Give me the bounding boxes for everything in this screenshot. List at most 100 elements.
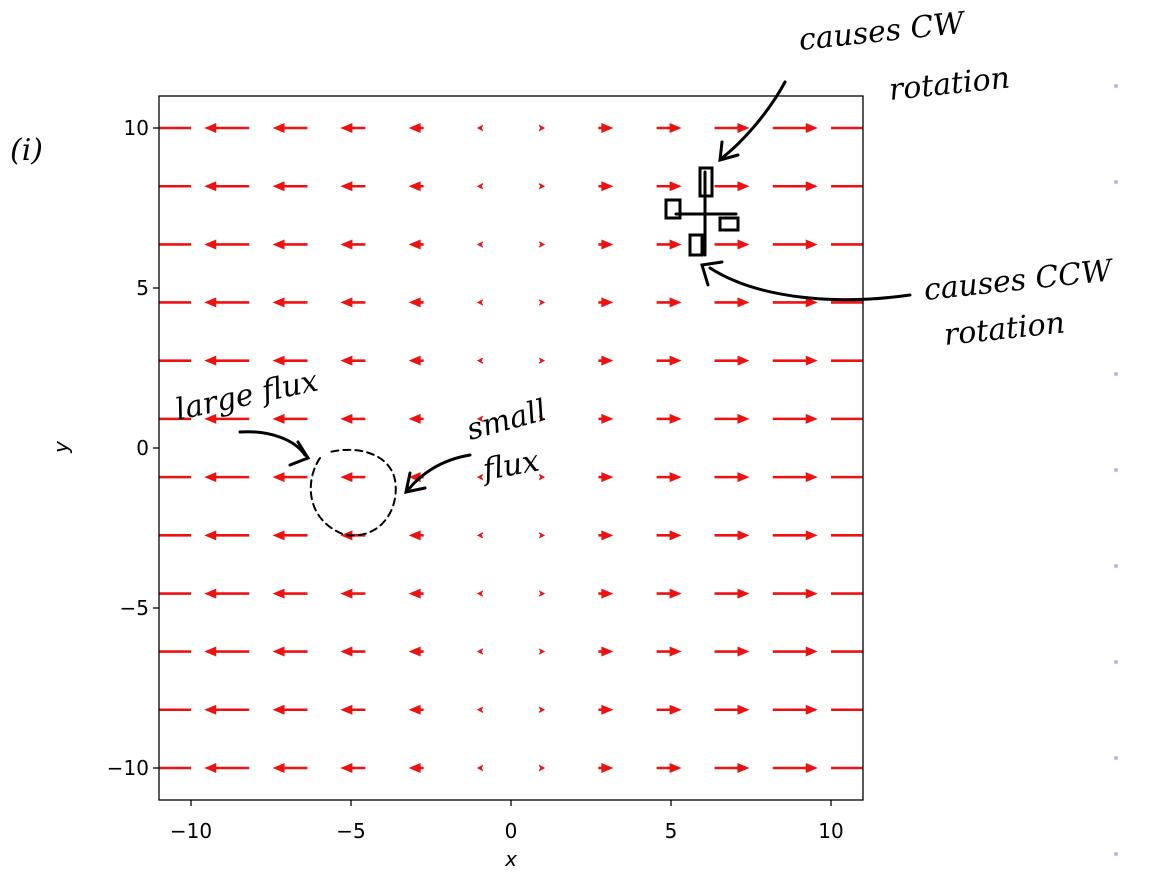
- arrow: [656, 355, 682, 366]
- arrow: [831, 126, 863, 130]
- arrow: [476, 415, 483, 423]
- arrow: [159, 417, 191, 421]
- arrow: [204, 355, 250, 366]
- arrow: [656, 413, 682, 424]
- arrow: [340, 763, 366, 773]
- arrow: [831, 184, 863, 188]
- arrow: [408, 239, 424, 250]
- arrow: [272, 472, 308, 483]
- arrow: [714, 413, 750, 424]
- arrow: [340, 181, 366, 192]
- arrow: [831, 534, 863, 537]
- arrow: [159, 592, 191, 595]
- arrow: [831, 301, 863, 304]
- arrow: [831, 766, 863, 770]
- arrow: [656, 530, 682, 541]
- arrow: [272, 704, 308, 715]
- arrow: [656, 472, 682, 483]
- arrow: [476, 357, 483, 364]
- arrow: [340, 355, 366, 366]
- arrow: [772, 763, 818, 773]
- arrow: [656, 123, 682, 133]
- arrow: [340, 123, 366, 133]
- arrow: [598, 530, 614, 541]
- annotation: causes CCW: [922, 253, 1116, 308]
- arrow: [159, 359, 191, 362]
- arrow: [159, 126, 191, 130]
- arrow: [539, 706, 546, 713]
- arrow: [714, 297, 750, 308]
- arrow: [204, 181, 250, 192]
- annotation: rotation: [942, 305, 1066, 352]
- arrow: [598, 123, 614, 133]
- arrow: [340, 588, 366, 599]
- sketches: [238, 80, 912, 537]
- arrow: [539, 357, 546, 364]
- plot-area: [159, 123, 863, 773]
- arrow: [204, 239, 250, 250]
- arrow: [772, 123, 818, 133]
- arrow: [714, 123, 750, 133]
- arrow: [831, 359, 863, 362]
- arrow: [772, 646, 818, 657]
- arrow: [272, 123, 308, 133]
- arrow: [340, 413, 366, 424]
- arrow: [272, 413, 308, 424]
- x-axis-label: x: [504, 847, 517, 871]
- arrow: [159, 184, 191, 188]
- arrow: [831, 417, 863, 421]
- arrow: [772, 588, 818, 599]
- arrow: [159, 650, 191, 653]
- x-tick-label: 0: [505, 819, 518, 843]
- arrow: [539, 241, 546, 248]
- annotation: rotation: [887, 60, 1011, 107]
- arrow: [598, 239, 614, 250]
- annotation: flux: [478, 444, 542, 489]
- arrow: [408, 588, 424, 599]
- arrow: [340, 239, 366, 250]
- arrow: [831, 243, 863, 246]
- arrow: [408, 530, 424, 541]
- arrow: [656, 646, 682, 657]
- arrow: [539, 590, 546, 597]
- arrow: [408, 646, 424, 657]
- arrow: [272, 181, 308, 192]
- arrow: [772, 181, 818, 192]
- arrow: [272, 297, 308, 308]
- y-tick-label: 10: [124, 116, 149, 140]
- arrow: [539, 183, 546, 190]
- arrow: [714, 239, 750, 250]
- arrow: [539, 473, 546, 481]
- arrow: [476, 473, 483, 481]
- arrow: [539, 532, 546, 539]
- arrow: [476, 241, 483, 248]
- arrow: [204, 123, 250, 133]
- arrow: [408, 413, 424, 424]
- arrow: [408, 472, 424, 483]
- arrow: [340, 472, 366, 483]
- arrow: [598, 763, 614, 773]
- arrow: [476, 532, 483, 539]
- arrow: [772, 704, 818, 715]
- arrow: [714, 530, 750, 541]
- arrow: [476, 706, 483, 713]
- arrow: [159, 708, 191, 712]
- arrow: [272, 239, 308, 250]
- arrow: [408, 123, 424, 133]
- arrow: [204, 472, 250, 483]
- arrow: [159, 243, 191, 246]
- arrow: [714, 472, 750, 483]
- arrow: [772, 530, 818, 541]
- arrow: [656, 297, 682, 308]
- arrow: [476, 299, 483, 306]
- arrow: [204, 704, 250, 715]
- arrow: [656, 763, 682, 773]
- arrow: [656, 181, 682, 192]
- arrow: [598, 297, 614, 308]
- arrow: [476, 764, 483, 772]
- annotation: causes CW: [797, 6, 968, 58]
- arrow: [714, 588, 750, 599]
- arrow: [272, 646, 308, 657]
- arrow: [204, 530, 250, 541]
